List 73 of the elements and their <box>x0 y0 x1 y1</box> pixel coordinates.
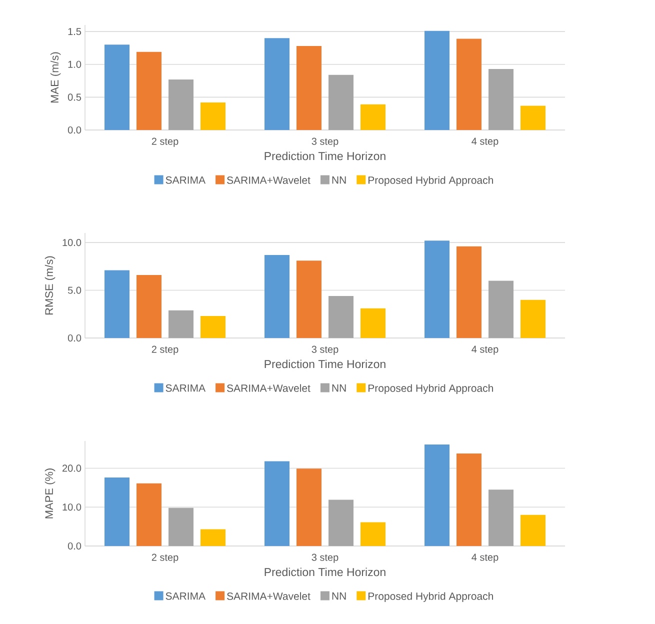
legend-label: SARIMA <box>166 384 206 392</box>
y-tick-label: 0.5 <box>68 94 82 101</box>
bar <box>136 52 162 130</box>
legend-label: SARIMA+Wavelet <box>227 176 310 184</box>
bar <box>264 461 290 546</box>
x-tick-label: 3 step <box>312 554 338 563</box>
legend-label: Proposed Hybrid Approach <box>368 592 494 602</box>
x-tick-label: 3 step <box>312 346 338 355</box>
bar <box>328 74 354 130</box>
legend-label: SARIMA <box>166 176 206 184</box>
bar <box>104 270 130 338</box>
bar <box>296 260 322 338</box>
bar <box>456 453 482 546</box>
bar <box>424 444 450 546</box>
bar <box>520 300 546 338</box>
x-axis-title: Prediction Time Horizon <box>264 568 386 576</box>
bar <box>168 508 194 546</box>
bar <box>456 246 482 338</box>
x-tick-label: 2 step <box>152 346 178 355</box>
bar <box>264 254 290 338</box>
bar <box>488 490 514 546</box>
bar <box>136 274 162 338</box>
bar <box>136 483 162 546</box>
legend-label: SARIMA+Wavelet <box>227 592 310 600</box>
x-tick-label: 2 step <box>152 554 178 563</box>
x-tick-label: 4 step <box>472 554 498 563</box>
x-tick-label: 4 step <box>472 138 498 147</box>
y-axis-title: MAPE (%) <box>44 468 56 518</box>
y-tick-label: 10.0 <box>62 504 82 511</box>
bar <box>520 106 546 130</box>
bar <box>328 296 354 338</box>
x-axis-title: Prediction Time Horizon <box>264 360 386 368</box>
y-tick-label: 0.0 <box>68 542 82 550</box>
y-tick-label: 0.0 <box>68 126 82 134</box>
legend-label: SARIMA <box>166 592 206 600</box>
y-tick-label: 1.0 <box>68 60 82 68</box>
bar <box>200 316 226 338</box>
bar <box>168 310 194 338</box>
legend-label: Proposed Hybrid Approach <box>368 384 494 394</box>
bar <box>168 79 194 130</box>
bar <box>360 308 386 338</box>
bar <box>200 529 226 546</box>
x-tick-label: 3 step <box>312 138 338 147</box>
legend-label: SARIMA+Wavelet <box>227 384 310 392</box>
y-tick-label: 0.0 <box>68 334 82 342</box>
bar <box>296 46 322 130</box>
y-tick-label: 20.0 <box>62 464 82 472</box>
y-tick-label: 10.0 <box>62 239 82 246</box>
bar <box>360 104 386 130</box>
y-tick-label: 1.5 <box>68 28 82 36</box>
y-tick-label: 5.0 <box>68 286 82 294</box>
bar <box>488 280 514 338</box>
bar <box>200 102 226 130</box>
x-tick-label: 4 step <box>472 346 498 355</box>
bar <box>104 44 130 130</box>
y-axis-title: RMSE (m/s) <box>44 256 56 315</box>
bar <box>456 38 482 130</box>
bar <box>296 468 322 546</box>
x-axis-title: Prediction Time Horizon <box>264 152 386 160</box>
legend-label: Proposed Hybrid Approach <box>368 176 494 186</box>
y-axis-title: MAE (m/s) <box>50 52 61 103</box>
legend-label: NN <box>332 176 346 184</box>
bar <box>424 30 450 130</box>
bar <box>488 68 514 130</box>
bar <box>424 240 450 338</box>
bar <box>328 500 354 546</box>
legend-label: NN <box>332 592 346 600</box>
bar <box>104 478 130 546</box>
bar <box>520 514 546 546</box>
x-tick-label: 2 step <box>152 138 178 147</box>
bar <box>360 522 386 546</box>
legend-label: NN <box>332 384 346 392</box>
bar <box>264 38 290 130</box>
